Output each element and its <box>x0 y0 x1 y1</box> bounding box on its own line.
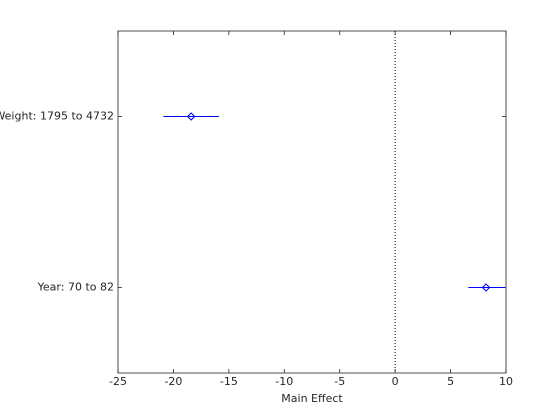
effect-marker <box>481 283 491 292</box>
y-tick-label: Weight: 1795 to 4732 <box>0 110 114 123</box>
y-tick-label: Year: 70 to 82 <box>37 281 114 294</box>
x-tick-label: -10 <box>275 375 293 388</box>
x-tick-label: 0 <box>392 375 399 388</box>
x-tick-label: 10 <box>499 375 513 388</box>
x-axis-label: Main Effect <box>281 392 343 405</box>
x-tick-label: 5 <box>447 375 454 388</box>
x-tick-label: -20 <box>164 375 182 388</box>
plot-area <box>117 30 507 374</box>
x-tick-label: -25 <box>109 375 127 388</box>
x-tick-label: -15 <box>220 375 238 388</box>
effect-marker <box>186 112 196 121</box>
x-tick-label: -5 <box>334 375 345 388</box>
